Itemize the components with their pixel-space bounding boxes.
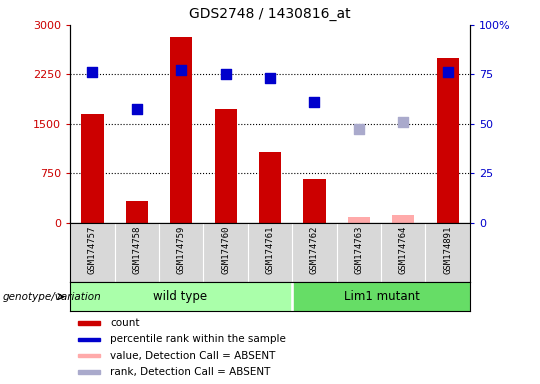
Point xyxy=(354,126,363,132)
Text: GSM174759: GSM174759 xyxy=(177,226,186,274)
Text: GSM174757: GSM174757 xyxy=(88,226,97,274)
Bar xyxy=(78,321,100,325)
Text: count: count xyxy=(110,318,140,328)
Text: GSM174763: GSM174763 xyxy=(354,226,363,274)
Point xyxy=(399,119,408,125)
Text: GSM174762: GSM174762 xyxy=(310,226,319,274)
Point xyxy=(177,67,186,73)
Point xyxy=(88,70,97,76)
Text: GSM174758: GSM174758 xyxy=(132,226,141,274)
Bar xyxy=(78,354,100,358)
Point xyxy=(266,74,274,81)
Point xyxy=(443,69,452,75)
Bar xyxy=(78,338,100,341)
Text: value, Detection Call = ABSENT: value, Detection Call = ABSENT xyxy=(110,351,275,361)
Text: GSM174891: GSM174891 xyxy=(443,226,452,274)
Text: wild type: wild type xyxy=(153,290,207,303)
Bar xyxy=(348,217,370,223)
Text: rank, Detection Call = ABSENT: rank, Detection Call = ABSENT xyxy=(110,367,271,377)
Title: GDS2748 / 1430816_at: GDS2748 / 1430816_at xyxy=(189,7,351,21)
Point xyxy=(221,71,230,78)
Point xyxy=(310,99,319,105)
FancyBboxPatch shape xyxy=(70,282,291,311)
Bar xyxy=(259,152,281,223)
Point xyxy=(132,106,141,112)
Bar xyxy=(78,370,100,374)
Text: genotype/variation: genotype/variation xyxy=(3,291,102,302)
Text: GSM174760: GSM174760 xyxy=(221,226,230,274)
Bar xyxy=(82,114,104,223)
Bar xyxy=(170,37,192,223)
Text: Lim1 mutant: Lim1 mutant xyxy=(344,290,420,303)
Bar xyxy=(303,179,326,223)
Bar xyxy=(436,58,458,223)
Text: percentile rank within the sample: percentile rank within the sample xyxy=(110,334,286,344)
Bar xyxy=(214,109,237,223)
FancyBboxPatch shape xyxy=(294,282,470,311)
Text: GSM174761: GSM174761 xyxy=(266,226,274,274)
Text: GSM174764: GSM174764 xyxy=(399,226,408,274)
Bar xyxy=(126,201,148,223)
Bar xyxy=(392,215,414,223)
